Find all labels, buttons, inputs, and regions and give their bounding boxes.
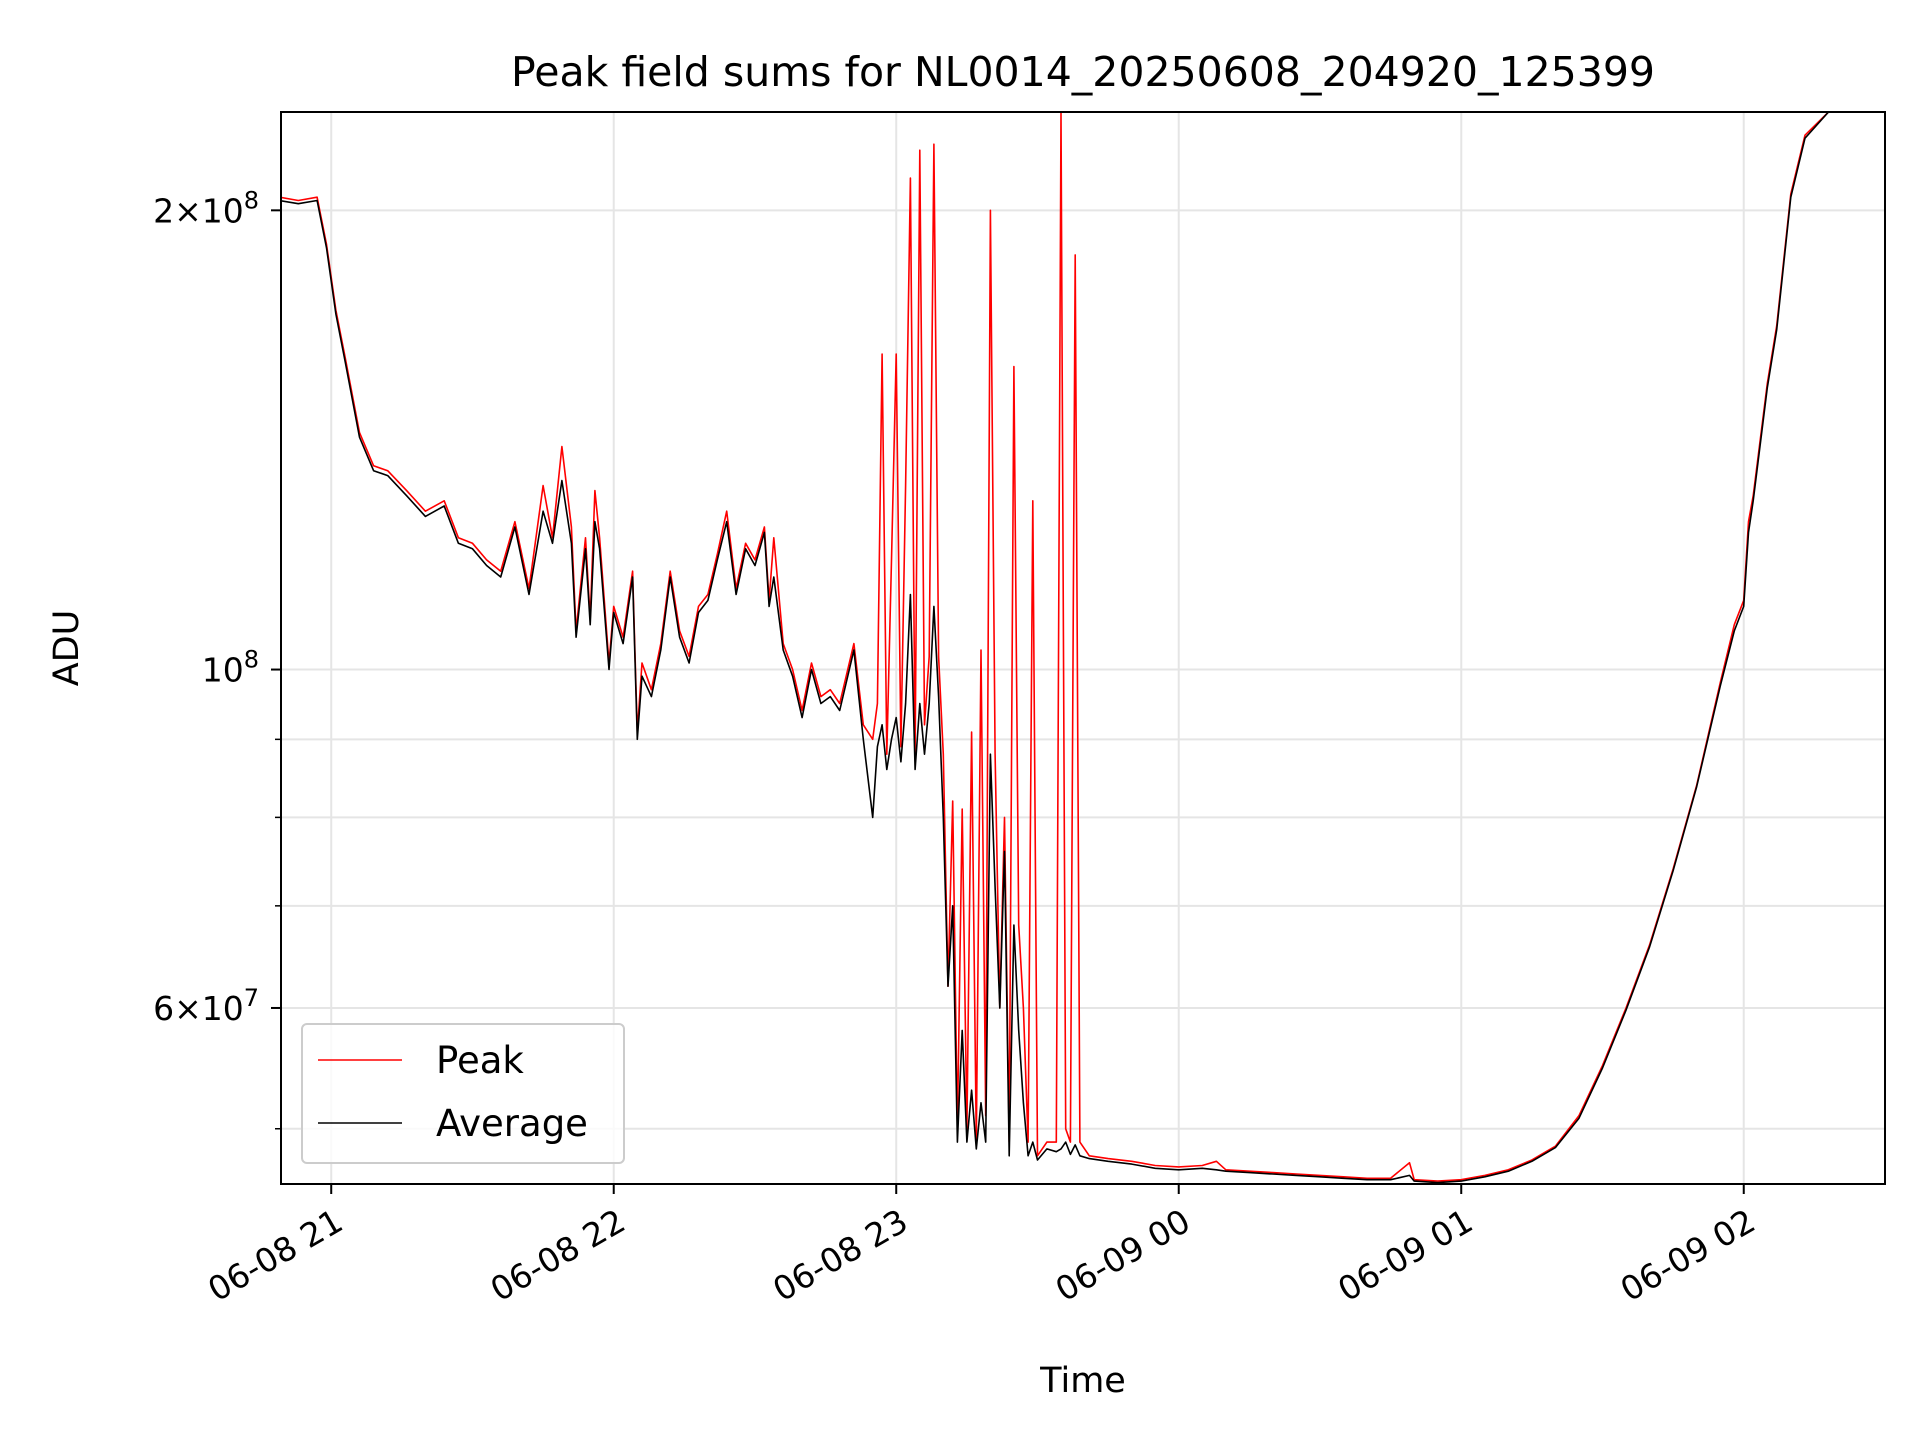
y-tick-label-base: 6×10: [153, 989, 244, 1028]
plot-frame: [280, 111, 1886, 1185]
grid-lines: [281, 112, 1885, 1184]
series-line-peak: [281, 112, 1830, 1182]
y-tick-label-base: 10: [202, 651, 244, 690]
legend-frame: [301, 1023, 625, 1164]
legend-label-peak: Peak: [436, 1039, 524, 1082]
y-tick-label-base: 2×10: [153, 191, 244, 230]
y-tick-label: 6×107: [153, 984, 259, 1028]
y-tick-label-exponent: 7: [244, 984, 259, 1012]
legend-label-average: Average: [436, 1102, 588, 1145]
legend: Peak Average: [301, 1023, 625, 1164]
y-tick-label: 2×108: [153, 186, 259, 230]
y-tick-label-exponent: 8: [244, 646, 259, 674]
y-tick-label-exponent: 8: [244, 186, 259, 214]
y-axis-title: ADU: [47, 610, 87, 687]
series-lines: [281, 112, 1830, 1184]
y-tick-label: 108: [202, 646, 259, 690]
chart-title: Peak field sums for NL0014_20250608_2049…: [511, 48, 1655, 96]
series-line-average: [281, 112, 1830, 1184]
x-axis-title: Time: [1039, 1361, 1126, 1401]
